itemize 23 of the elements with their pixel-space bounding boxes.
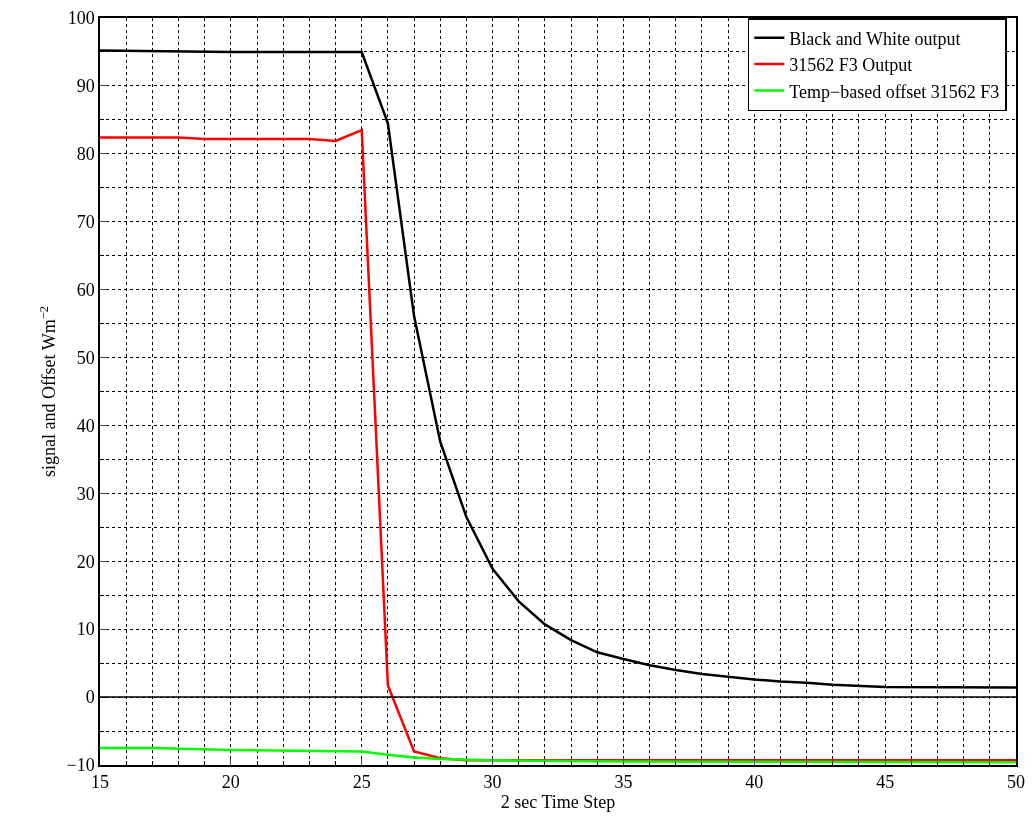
x-tick-label: 20 bbox=[221, 772, 240, 793]
y-tick-label: 90 bbox=[76, 76, 95, 97]
x-tick-label: 40 bbox=[745, 772, 764, 793]
legend-label: Temp−based offset 31562 F3 bbox=[789, 81, 1000, 102]
x-axis-title: 2 sec Time Step bbox=[500, 792, 616, 813]
x-tick-label: 30 bbox=[483, 772, 502, 793]
legend-label: 31562 F3 Output bbox=[789, 55, 913, 76]
legend-label: Black and White output bbox=[789, 28, 961, 49]
y-tick-label: 70 bbox=[76, 212, 95, 233]
y-tick-label: 50 bbox=[76, 347, 95, 368]
x-tick-label: 25 bbox=[352, 772, 371, 793]
y-tick-label: 20 bbox=[76, 551, 95, 572]
x-tick-label: 50 bbox=[1007, 772, 1025, 793]
y-tick-label: 60 bbox=[76, 279, 95, 300]
x-tick-label: 45 bbox=[876, 772, 895, 793]
y-tick-label: 80 bbox=[76, 144, 95, 165]
line-series bbox=[100, 746, 1016, 764]
x-tick-label: 35 bbox=[614, 772, 633, 793]
y-tick-label: 0 bbox=[85, 687, 95, 708]
y-tick-label: 30 bbox=[76, 483, 95, 504]
y-tick-label: 100 bbox=[67, 8, 95, 29]
y-tick-label: 10 bbox=[76, 619, 95, 640]
y-tick-label: 40 bbox=[76, 415, 95, 436]
